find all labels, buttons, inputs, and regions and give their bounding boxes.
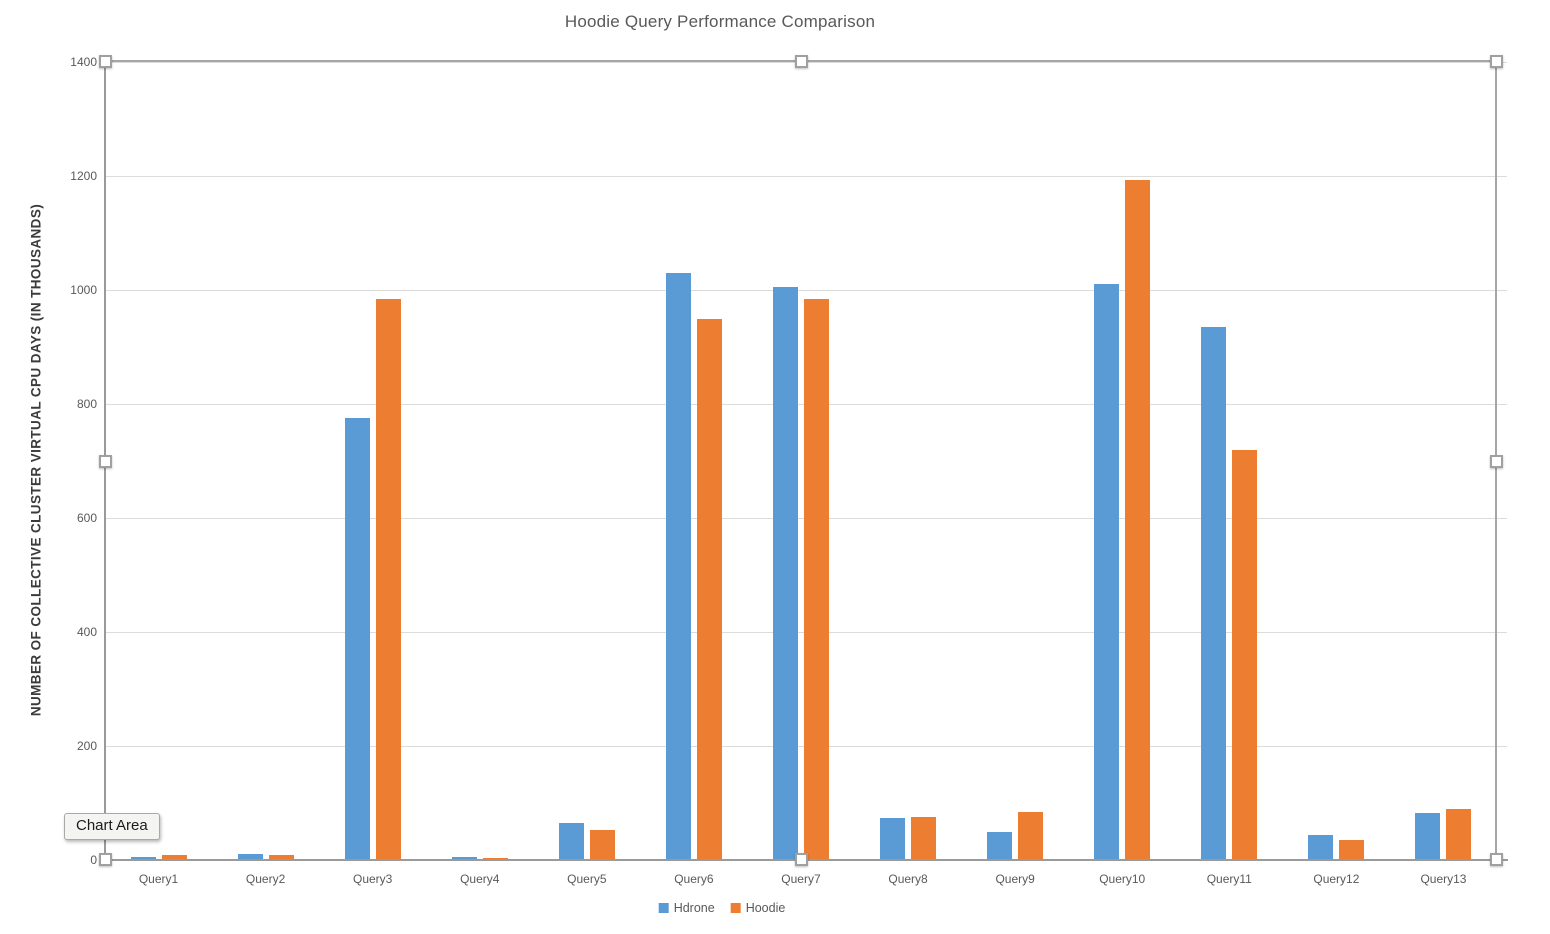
bar-hdrone-query12[interactable] bbox=[1308, 834, 1334, 860]
bar-hdrone-query3[interactable] bbox=[344, 418, 370, 860]
selection-handle-1[interactable] bbox=[794, 54, 808, 68]
gridline-1200 bbox=[105, 175, 1507, 177]
x-tick-label-query3: Query3 bbox=[352, 872, 393, 886]
bar-hdrone-query11[interactable] bbox=[1201, 327, 1227, 860]
bar-hdrone-query6[interactable] bbox=[665, 272, 691, 860]
x-tick-label-query6: Query6 bbox=[674, 872, 714, 886]
bar-hdrone-query7[interactable] bbox=[773, 287, 798, 860]
gridline-1000 bbox=[105, 289, 1507, 291]
x-tick-label-query4: Query4 bbox=[460, 872, 500, 886]
bar-hoodie-query5[interactable] bbox=[589, 830, 615, 860]
selection-handle-4[interactable] bbox=[1489, 454, 1503, 468]
y-tick-label-800: 800 bbox=[76, 397, 97, 411]
bar-hdrone-query10[interactable] bbox=[1094, 284, 1120, 860]
hoodie-swatch-icon bbox=[730, 903, 741, 913]
bar-hdrone-query4[interactable] bbox=[451, 857, 477, 860]
bar-hoodie-query10[interactable] bbox=[1125, 179, 1151, 860]
bar-hdrone-query5[interactable] bbox=[558, 822, 584, 860]
bar-hoodie-query8[interactable] bbox=[911, 817, 937, 860]
y-tick-label-600: 600 bbox=[76, 511, 97, 525]
bar-hoodie-query7[interactable] bbox=[804, 298, 829, 860]
bar-hoodie-query13[interactable] bbox=[1446, 808, 1472, 860]
bar-hoodie-query2[interactable] bbox=[268, 855, 294, 860]
x-tick-label-query11: Query11 bbox=[1206, 872, 1252, 886]
chart-title[interactable]: Hoodie Query Performance Comparison bbox=[564, 12, 876, 31]
selection-handle-2[interactable] bbox=[1489, 54, 1503, 68]
selection-handle-5[interactable] bbox=[98, 852, 112, 866]
bar-hoodie-query9[interactable] bbox=[1018, 811, 1044, 860]
bar-hdrone-query13[interactable] bbox=[1415, 813, 1441, 860]
y-tick-label-200: 200 bbox=[76, 739, 97, 753]
y-tick-label-1000: 1000 bbox=[70, 283, 97, 297]
bar-hoodie-query12[interactable] bbox=[1339, 840, 1365, 860]
bar-hdrone-query9[interactable] bbox=[987, 832, 1013, 860]
selection-handle-6[interactable] bbox=[794, 852, 808, 866]
hdrone-swatch-icon bbox=[658, 903, 669, 913]
y-tick-label-1400: 1400 bbox=[70, 55, 97, 69]
y-tick-label-0: 0 bbox=[90, 853, 97, 867]
bar-hoodie-query3[interactable] bbox=[375, 298, 401, 860]
bar-hdrone-query2[interactable] bbox=[237, 854, 263, 860]
x-tick-label-query12: Query12 bbox=[1313, 872, 1360, 886]
selection-handle-7[interactable] bbox=[1489, 852, 1503, 866]
legend-item-hoodie[interactable]: Hoodie bbox=[730, 901, 786, 915]
chart-area-tooltip: Chart Area bbox=[64, 813, 160, 840]
x-tick-label-query13: Query13 bbox=[1420, 872, 1467, 886]
legend: Hdrone Hoodie bbox=[658, 901, 786, 915]
bar-hoodie-query6[interactable] bbox=[696, 318, 722, 860]
y-tick-label-400: 400 bbox=[76, 625, 97, 639]
bar-hoodie-query4[interactable] bbox=[482, 857, 508, 860]
x-tick-label-query2: Query2 bbox=[245, 872, 286, 886]
bar-hoodie-query1[interactable] bbox=[161, 855, 187, 860]
bar-hoodie-query11[interactable] bbox=[1232, 449, 1258, 860]
legend-item-hdrone[interactable]: Hdrone bbox=[658, 901, 715, 915]
x-tick-label-query8: Query8 bbox=[888, 872, 928, 886]
x-tick-label-query7: Query7 bbox=[781, 872, 821, 886]
y-tick-label-1200: 1200 bbox=[70, 169, 97, 183]
bar-hdrone-query1[interactable] bbox=[130, 857, 156, 860]
legend-label-hdrone: Hdrone bbox=[673, 901, 715, 915]
x-tick-label-query1: Query1 bbox=[138, 872, 179, 886]
x-tick-label-query10: Query10 bbox=[1099, 872, 1146, 886]
x-tick-label-query5: Query5 bbox=[567, 872, 607, 886]
bar-hdrone-query8[interactable] bbox=[880, 817, 906, 860]
selection-handle-3[interactable] bbox=[98, 454, 112, 468]
x-tick-label-query9: Query9 bbox=[995, 872, 1035, 886]
selection-handle-0[interactable] bbox=[98, 54, 112, 68]
legend-label-hoodie: Hoodie bbox=[745, 901, 786, 915]
